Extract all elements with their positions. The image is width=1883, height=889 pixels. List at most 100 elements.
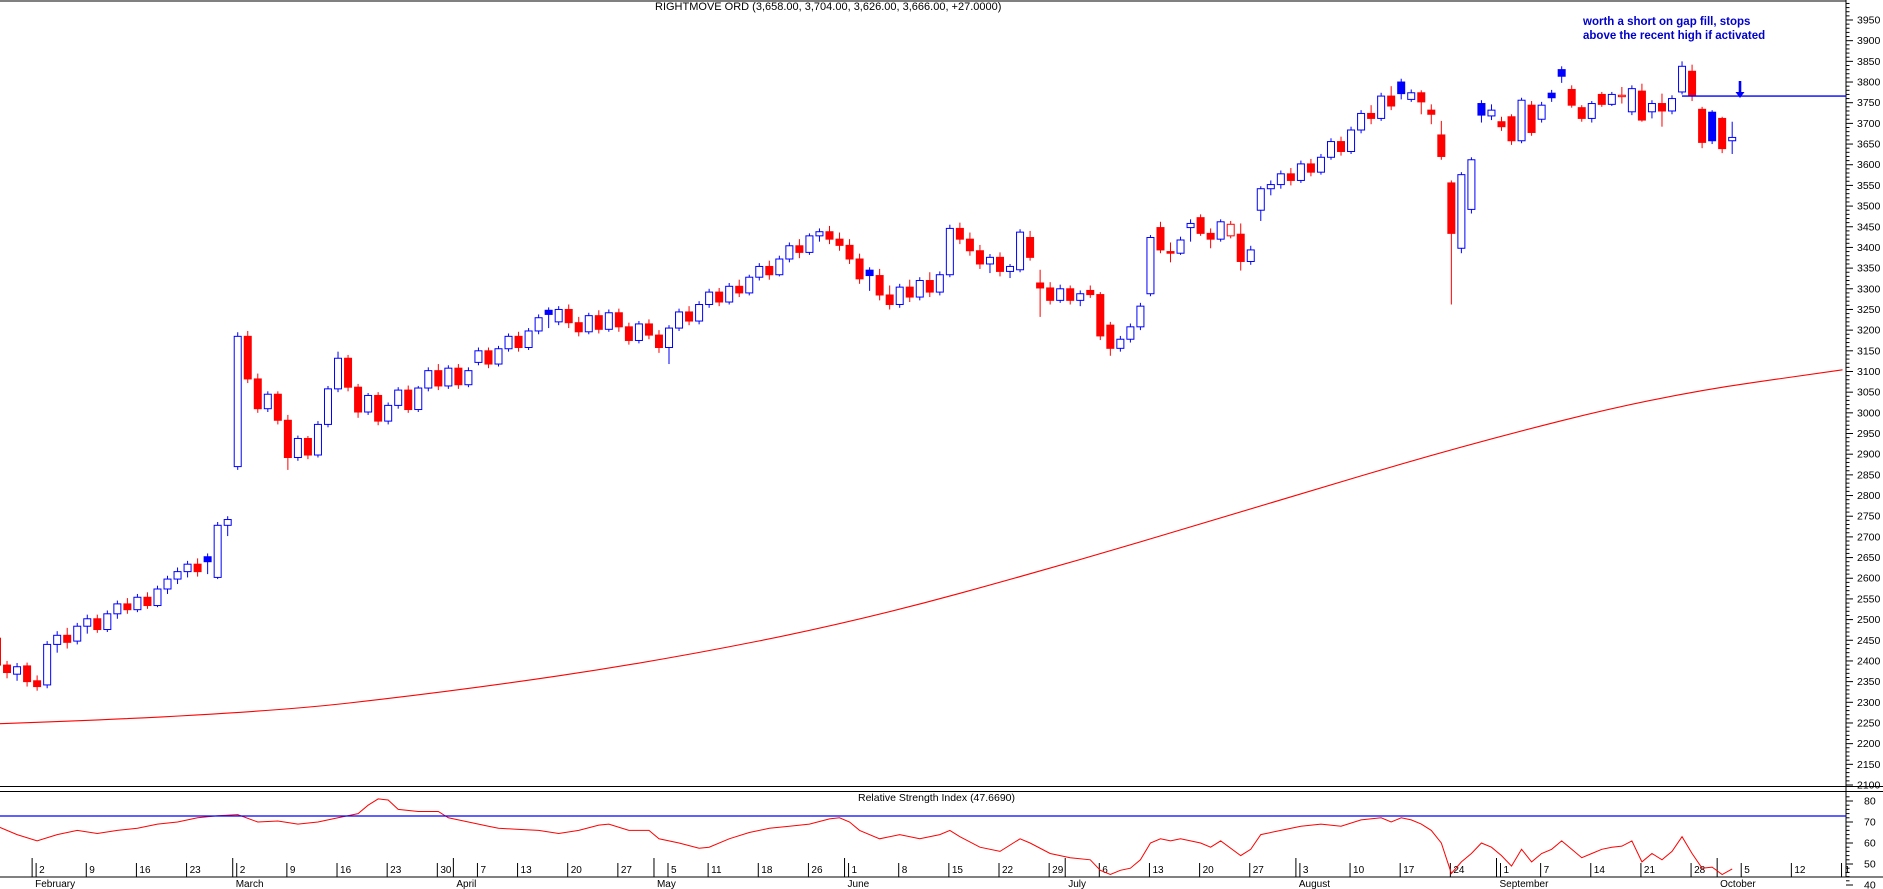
date-tick-label: 15 <box>952 865 964 876</box>
date-tick-label: 11 <box>711 865 722 876</box>
price-axis-label: 3600 <box>1857 159 1881 171</box>
date-tick-label: 13 <box>521 865 533 876</box>
moving-average-line <box>0 369 1843 725</box>
month-label: April <box>456 879 476 889</box>
date-tick-label: 30 <box>440 865 452 876</box>
price-axis-label: 2600 <box>1857 573 1881 585</box>
price-axis-label: 2650 <box>1857 552 1881 564</box>
date-tick-label: 24 <box>1453 865 1465 876</box>
annotation-note: worth a short on gap fill, stops above t… <box>1583 15 1783 43</box>
date-tick-label: 28 <box>1694 865 1706 876</box>
price-axis-label: 2750 <box>1857 511 1881 523</box>
rsi-axis-label: 60 <box>1864 838 1876 850</box>
price-axis-label: 2550 <box>1857 593 1881 605</box>
price-axis-label: 2950 <box>1857 428 1881 440</box>
date-tick-label: 1 <box>852 865 858 876</box>
price-axis-label: 3000 <box>1857 407 1881 419</box>
price-axis-label: 2150 <box>1857 759 1881 771</box>
price-axis-label: 2700 <box>1857 531 1881 543</box>
date-tick-label: 13 <box>1152 865 1164 876</box>
price-axis-label: 2400 <box>1857 655 1881 667</box>
price-axis-label: 3150 <box>1857 345 1881 357</box>
date-tick-label: 5 <box>1744 865 1750 876</box>
month-label: September <box>1500 879 1550 889</box>
date-tick-label: 7 <box>1544 865 1550 876</box>
price-axis-label: 2850 <box>1857 469 1881 481</box>
date-tick-label: 29 <box>1052 865 1064 876</box>
rsi-axis-label: 70 <box>1864 817 1876 829</box>
price-axis-label: 3200 <box>1857 325 1881 337</box>
price-axis-label: 3650 <box>1857 139 1881 151</box>
date-tick-label: 5 <box>671 865 677 876</box>
month-label: July <box>1068 879 1086 889</box>
date-tick-label: 9 <box>290 865 296 876</box>
price-axis-label: 2450 <box>1857 635 1881 647</box>
date-tick-label: 14 <box>1594 865 1606 876</box>
price-axis-label: 3300 <box>1857 283 1881 295</box>
chart-title: RIGHTMOVE ORD (3,658.00, 3,704.00, 3,626… <box>655 1 1002 13</box>
price-axis-label: 2250 <box>1857 717 1881 729</box>
price-axis-label: 2200 <box>1857 738 1881 750</box>
date-tick-label: 6 <box>1102 865 1108 876</box>
price-axis-label: 3550 <box>1857 180 1881 192</box>
month-label: February <box>35 879 75 889</box>
month-label: August <box>1299 879 1330 889</box>
price-axis-label: 2500 <box>1857 614 1881 626</box>
date-tick-label: 9 <box>89 865 95 876</box>
month-label: June <box>848 879 870 889</box>
rsi-line <box>0 798 1733 876</box>
date-tick-label: 2 <box>240 865 246 876</box>
price-axis-label: 3450 <box>1857 221 1881 233</box>
annotation-line-2: above the recent high if activated <box>1583 30 1766 42</box>
date-tick-label: 16 <box>139 865 151 876</box>
month-label: May <box>657 879 676 889</box>
date-tick-label: 20 <box>571 865 583 876</box>
date-tick-label: 22 <box>1002 865 1014 876</box>
rsi-axis-label: 80 <box>1864 796 1876 808</box>
price-axis-label: 2100 <box>1857 780 1881 792</box>
price-axis-label: 3850 <box>1857 56 1881 68</box>
price-axis-label: 2800 <box>1857 490 1881 502</box>
date-tick-label: 1 <box>1845 865 1851 876</box>
date-tick-label: 27 <box>621 865 633 876</box>
price-axis-label: 2900 <box>1857 449 1881 461</box>
rsi-axis-label: 40 <box>1864 880 1876 889</box>
date-tick-label: 2 <box>39 865 45 876</box>
price-axis-label: 3500 <box>1857 201 1881 213</box>
date-tick-label: 17 <box>1403 865 1415 876</box>
price-axis-label: 3900 <box>1857 35 1881 47</box>
price-axis-label: 3350 <box>1857 263 1881 275</box>
price-axis-label: 3100 <box>1857 366 1881 378</box>
price-axis-label: 3800 <box>1857 77 1881 89</box>
date-tick-label: 10 <box>1353 865 1365 876</box>
down-arrow-head-icon <box>1735 92 1745 98</box>
date-tick-label: 1 <box>1504 865 1510 876</box>
price-axis-label: 2350 <box>1857 676 1881 688</box>
date-tick-label: 20 <box>1203 865 1215 876</box>
date-tick-label: 7 <box>480 865 486 876</box>
date-tick-label: 27 <box>1253 865 1265 876</box>
price-axis-label: 2300 <box>1857 697 1881 709</box>
date-tick-label: 23 <box>390 865 402 876</box>
price-axis-label: 3250 <box>1857 304 1881 316</box>
month-label: October <box>1720 879 1756 889</box>
price-axis-label: 3400 <box>1857 242 1881 254</box>
candles-group <box>0 61 1737 691</box>
rsi-axis-label: 50 <box>1864 859 1876 871</box>
rsi-panel-title: Relative Strength Index (47.6690) <box>858 792 1016 804</box>
annotation-line-1: worth a short on gap fill, stops <box>1583 16 1751 28</box>
date-tick-label: 12 <box>1794 865 1806 876</box>
date-tick-label: 26 <box>811 865 823 876</box>
price-axis-label: 3950 <box>1857 15 1881 27</box>
date-tick-label: 8 <box>902 865 908 876</box>
date-tick-label: 21 <box>1644 865 1656 876</box>
date-tick-label: 16 <box>340 865 352 876</box>
month-label: March <box>236 879 264 889</box>
price-axis-label: 3050 <box>1857 387 1881 399</box>
price-axis-label: 3750 <box>1857 97 1881 109</box>
date-tick-label: 18 <box>761 865 773 876</box>
date-tick-label: 3 <box>1303 865 1309 876</box>
date-tick-label: 23 <box>190 865 202 876</box>
